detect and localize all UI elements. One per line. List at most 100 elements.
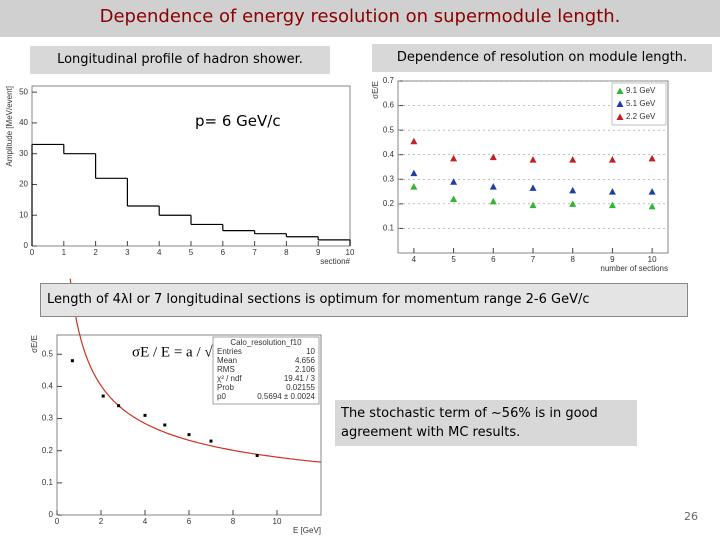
stats-key: RMS — [217, 365, 235, 374]
y-axis-label: σE/E — [30, 335, 39, 353]
y-tick-label: 0 — [24, 241, 29, 250]
legend-marker — [616, 100, 624, 107]
stats-key: Prob — [217, 383, 234, 392]
x-tick-label: 6 — [221, 248, 226, 257]
legend-label: 5.1 GeV — [626, 99, 656, 108]
legend-marker — [616, 87, 624, 94]
data-point — [410, 183, 418, 190]
x-tick-label: 10 — [346, 248, 355, 257]
data-point — [608, 188, 616, 195]
x-tick-label: 7 — [252, 248, 257, 257]
x-tick-label: 4 — [157, 248, 162, 257]
x-tick-label: 5 — [189, 248, 194, 257]
y-tick-label: 0 — [49, 510, 54, 519]
stats-value: 4.656 — [295, 356, 316, 365]
data-point — [410, 169, 418, 177]
legend-label: 2.2 GeV — [626, 112, 656, 121]
x-tick-label: 1 — [62, 248, 67, 257]
y-tick-label: 0.3 — [42, 414, 54, 423]
stats-key: p0 — [217, 392, 226, 401]
data-point — [648, 188, 656, 195]
y-tick-label: 20 — [19, 180, 28, 189]
x-tick-label: 6 — [491, 255, 496, 264]
x-tick-label: 8 — [231, 517, 236, 526]
y-tick-label: 30 — [19, 149, 28, 158]
y-axis-label: σE/E — [371, 81, 380, 99]
x-tick-label: 8 — [284, 248, 289, 257]
y-tick-label: 0.3 — [383, 174, 395, 183]
data-point — [608, 156, 616, 163]
x-axis-label: E [GeV] — [293, 526, 321, 535]
annotation: p= 6 GeV/c — [195, 112, 281, 130]
x-tick-label: 5 — [451, 255, 456, 264]
data-point — [209, 439, 213, 443]
data-point — [255, 454, 259, 458]
fit-curve — [69, 278, 322, 463]
stats-value: 2.106 — [295, 365, 316, 374]
slide-title: Dependence of energy resolution on super… — [99, 6, 621, 27]
page-number: 26 — [684, 510, 698, 523]
x-axis-label: number of sections — [600, 264, 668, 273]
note: The stochastic term of ~56% is in good a… — [335, 400, 637, 446]
x-tick-label: 2 — [99, 517, 104, 526]
y-tick-label: 10 — [19, 210, 28, 219]
x-tick-label: 10 — [273, 517, 282, 526]
data-point — [70, 359, 74, 363]
data-point — [489, 197, 497, 205]
data-point — [163, 423, 167, 427]
y-axis-label: Amplitude [MeV/event] — [5, 86, 14, 166]
y-tick-label: 40 — [19, 118, 28, 127]
y-tick-label: 0.6 — [383, 101, 395, 110]
stats-box — [212, 336, 320, 405]
x-axis-label: section# — [320, 257, 350, 266]
data-point — [117, 404, 121, 408]
y-tick-label: 0.5 — [42, 349, 54, 358]
conclusion: Length of 4λI or 7 longitudinal sections… — [40, 283, 688, 317]
stats-value: 19.41 / 3 — [284, 374, 316, 383]
x-tick-label: 0 — [55, 517, 60, 526]
title-bar — [0, 0, 720, 37]
stats-key: Mean — [217, 356, 237, 365]
formula: σE / E = a / √E — [132, 344, 222, 360]
y-tick-label: 0.2 — [383, 199, 395, 208]
y-tick-label: 0.5 — [383, 125, 395, 134]
y-tick-label: 0.1 — [383, 224, 395, 233]
x-tick-label: 7 — [531, 255, 536, 264]
stats-title: Calo_resolution_f10 — [230, 338, 302, 347]
data-point — [489, 183, 497, 190]
legend-label: 9.1 GeV — [626, 86, 656, 95]
subtitle-right: Dependence of resolution on module lengt… — [372, 44, 712, 72]
x-tick-label: 10 — [648, 255, 657, 264]
y-tick-label: 0.2 — [42, 446, 54, 455]
data-point — [569, 186, 577, 194]
data-point — [489, 153, 497, 161]
data-point — [101, 394, 105, 398]
x-tick-label: 4 — [412, 255, 417, 264]
x-tick-label: 6 — [187, 517, 192, 526]
y-tick-label: 0.4 — [383, 150, 395, 159]
x-tick-label: 9 — [316, 248, 321, 257]
data-point — [187, 433, 191, 437]
stats-value: 10 — [306, 347, 315, 356]
data-point — [648, 202, 656, 210]
data-point — [608, 201, 616, 209]
x-tick-label: 8 — [570, 255, 575, 264]
x-tick-label: 4 — [143, 517, 148, 526]
data-point — [529, 156, 537, 163]
data-point — [529, 184, 537, 191]
data-point — [450, 178, 458, 185]
data-point — [450, 195, 458, 202]
data-point — [569, 156, 577, 163]
x-tick-label: 0 — [30, 248, 35, 257]
subtitle-left: Longitudinal profile of hadron shower. — [30, 46, 330, 74]
legend-marker — [616, 113, 624, 120]
x-tick-label: 3 — [125, 248, 130, 257]
y-tick-label: 0.7 — [383, 76, 395, 85]
data-point — [529, 201, 537, 209]
data-point — [648, 154, 656, 162]
data-point — [143, 413, 147, 417]
x-tick-label: 9 — [610, 255, 615, 264]
stats-value: 0.5694 ± 0.0024 — [257, 392, 315, 401]
